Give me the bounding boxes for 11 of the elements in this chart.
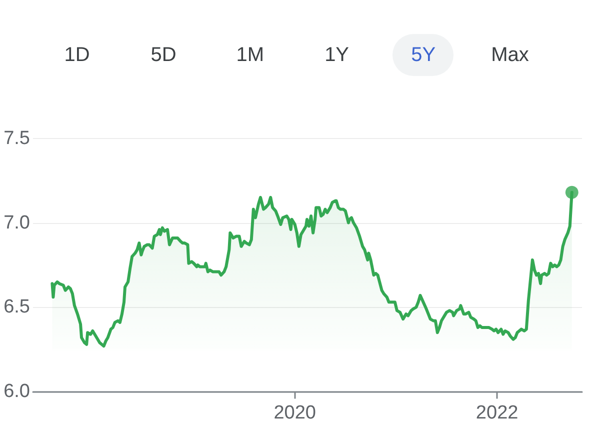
text: 1M: [236, 44, 264, 66]
text: Max: [491, 44, 529, 66]
x-tick-label: 2022: [476, 402, 518, 424]
y-tick-label: 7.0: [4, 212, 30, 234]
text: 1D: [64, 44, 90, 66]
y-tick-label: 6.0: [4, 381, 30, 402]
y-tick-label: 6.5: [4, 296, 30, 318]
text: 5D: [150, 44, 176, 66]
x-tick-label: 2020: [274, 402, 316, 424]
text: 1Y: [324, 44, 350, 66]
y-tick-label: 7.5: [4, 128, 30, 149]
